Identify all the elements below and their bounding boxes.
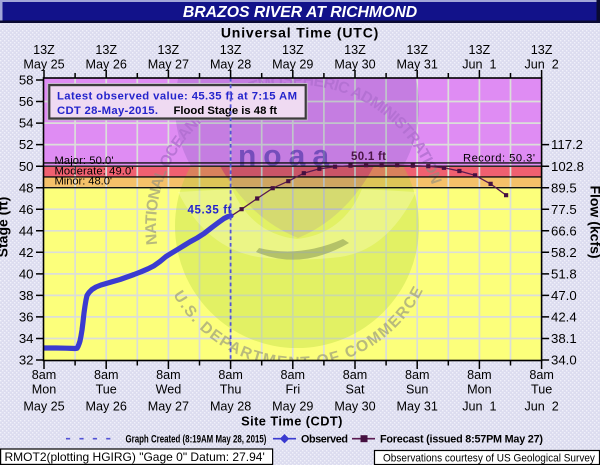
- svg-text:Jun 1: Jun 1: [462, 400, 496, 414]
- svg-text:Observed: Observed: [301, 434, 348, 446]
- svg-text:noaa: noaa: [238, 140, 336, 173]
- svg-text:13Z: 13Z: [282, 43, 304, 57]
- svg-text:Fri: Fri: [285, 383, 300, 397]
- svg-text:May 25: May 25: [23, 400, 64, 414]
- svg-text:Moderate: 49.0': Moderate: 49.0': [55, 166, 134, 178]
- svg-text:89.5: 89.5: [551, 180, 577, 195]
- svg-text:50.1 ft: 50.1 ft: [351, 151, 386, 163]
- svg-text:Mon: Mon: [32, 383, 57, 397]
- svg-text:Jun 2: Jun 2: [524, 58, 558, 72]
- svg-text:May 25: May 25: [23, 58, 64, 72]
- svg-text:51.8: 51.8: [551, 267, 577, 282]
- svg-text:Tue: Tue: [531, 383, 552, 397]
- svg-text:8am: 8am: [405, 368, 430, 382]
- svg-text:45.35 ft: 45.35 ft: [188, 205, 232, 217]
- svg-text:May 31: May 31: [397, 400, 438, 414]
- svg-text:Wed: Wed: [156, 383, 182, 397]
- svg-text:Tue: Tue: [96, 383, 117, 397]
- svg-text:54: 54: [19, 116, 34, 131]
- svg-text:13Z: 13Z: [406, 43, 428, 57]
- svg-text:36: 36: [19, 310, 34, 325]
- svg-text:Jun 1: Jun 1: [462, 58, 496, 72]
- svg-text:77.5: 77.5: [551, 202, 577, 217]
- svg-text:May 27: May 27: [148, 58, 189, 72]
- svg-text:Latest observed value: 45.35: Latest observed value: 45.35 ft at 7:15 …: [57, 91, 297, 103]
- svg-text:Sun: Sun: [406, 383, 428, 397]
- svg-text:Stage (ft): Stage (ft): [0, 197, 11, 258]
- svg-text:42: 42: [19, 245, 34, 260]
- svg-text:13Z: 13Z: [469, 43, 491, 57]
- svg-text:13Z: 13Z: [344, 43, 366, 57]
- svg-text:Thu: Thu: [220, 383, 242, 397]
- svg-text:34: 34: [19, 331, 34, 346]
- svg-text:58.2: 58.2: [551, 245, 577, 260]
- svg-text:38.1: 38.1: [551, 331, 577, 346]
- svg-text:13Z: 13Z: [220, 43, 242, 57]
- svg-text:May 30: May 30: [334, 400, 375, 414]
- svg-text:May 31: May 31: [397, 58, 438, 72]
- svg-text:8am: 8am: [529, 368, 554, 382]
- svg-text:Graph Created (8:19AM May 28,: Graph Created (8:19AM May 28, 2015): [126, 434, 267, 447]
- svg-text:13Z: 13Z: [531, 43, 553, 57]
- svg-text:Flow (kcfs): Flow (kcfs): [588, 185, 600, 258]
- svg-text:May 29: May 29: [272, 58, 313, 72]
- svg-text:38: 38: [19, 288, 34, 303]
- svg-text:May 28: May 28: [210, 58, 251, 72]
- svg-text:Mon: Mon: [467, 383, 492, 397]
- svg-text:8am: 8am: [343, 368, 368, 382]
- svg-text:13Z: 13Z: [95, 43, 117, 57]
- svg-text:47.0: 47.0: [551, 288, 577, 303]
- svg-text:May 27: May 27: [148, 400, 189, 414]
- svg-text:32: 32: [19, 353, 34, 368]
- svg-text:Jun 2: Jun 2: [524, 400, 558, 414]
- svg-text:Major: 50.0': Major: 50.0': [55, 155, 114, 167]
- svg-text:40: 40: [19, 267, 34, 282]
- svg-text:13Z: 13Z: [33, 43, 55, 57]
- svg-text:8am: 8am: [32, 368, 57, 382]
- svg-text:8am: 8am: [156, 368, 181, 382]
- svg-text:BRAZOS RIVER AT RICHMOND: BRAZOS RIVER AT RICHMOND: [183, 4, 417, 21]
- svg-text:May 28: May 28: [210, 400, 251, 414]
- svg-text:Flood Stage is 48 ft: Flood Stage is 48 ft: [174, 105, 278, 117]
- svg-text:46: 46: [19, 202, 34, 217]
- svg-text:Universal Time (UTC): Universal Time (UTC): [221, 25, 379, 41]
- svg-text:Sat: Sat: [346, 383, 365, 397]
- svg-text:RMOT2(plotting HGIRG) "Gage 0": RMOT2(plotting HGIRG) "Gage 0" Datum: 27…: [5, 450, 265, 464]
- svg-text:42.4: 42.4: [551, 310, 577, 325]
- svg-text:Forecast (issued 8:57PM May 27: Forecast (issued 8:57PM May 27): [380, 434, 543, 446]
- svg-text:48: 48: [19, 180, 34, 195]
- svg-text:May 30: May 30: [334, 58, 375, 72]
- svg-text:Site Time (CDT): Site Time (CDT): [241, 414, 343, 429]
- svg-text:34.0: 34.0: [551, 353, 577, 368]
- svg-text:May 26: May 26: [86, 58, 127, 72]
- svg-text:52: 52: [19, 137, 34, 152]
- svg-text:13Z: 13Z: [158, 43, 180, 57]
- svg-text:56: 56: [19, 94, 34, 109]
- svg-text:66.6: 66.6: [551, 223, 577, 238]
- svg-text:58: 58: [19, 73, 34, 88]
- svg-text:102.8: 102.8: [551, 159, 584, 174]
- svg-text:117.2: 117.2: [551, 137, 583, 152]
- svg-text:8am: 8am: [94, 368, 119, 382]
- svg-text:8am: 8am: [218, 368, 243, 382]
- svg-text:8am: 8am: [281, 368, 306, 382]
- svg-text:44: 44: [19, 223, 34, 238]
- svg-text:May 26: May 26: [86, 400, 127, 414]
- svg-text:50: 50: [19, 159, 34, 174]
- svg-text:Minor: 48.0': Minor: 48.0': [55, 176, 113, 188]
- svg-text:Record: 50.3': Record: 50.3': [463, 152, 535, 164]
- svg-text:Observations courtesy of US Ge: Observations courtesy of US Geological S…: [383, 452, 596, 465]
- svg-text:8am: 8am: [467, 368, 492, 382]
- svg-text:May 29: May 29: [272, 400, 313, 414]
- svg-text:CDT 28-May-2015.: CDT 28-May-2015.: [57, 105, 158, 117]
